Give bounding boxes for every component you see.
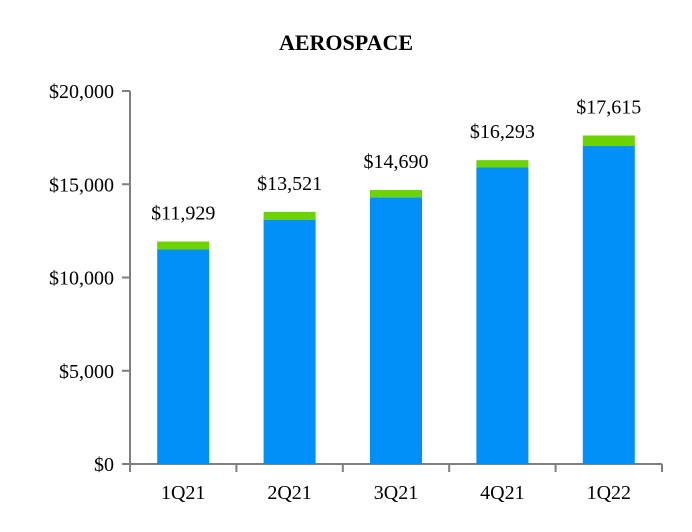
data-label: $11,929 (151, 203, 215, 225)
bar-segment-main (370, 197, 422, 464)
bar-segment-top (582, 135, 635, 147)
axes: $0 $5,000 $10,000 $15,000 $20,000 1Q21 2Q21 3Q2… (49, 81, 663, 504)
bar-segment-main (476, 167, 529, 464)
x-tick-label: 3Q21 (374, 482, 418, 504)
y-tick-label: $15,000 (49, 174, 114, 196)
bar-segment-main (263, 219, 316, 464)
data-label: $14,690 (364, 151, 429, 173)
x-tick-label: 2Q21 (267, 482, 311, 504)
data-label: $16,293 (470, 121, 535, 143)
bar-segment-top (370, 190, 422, 198)
bars (157, 135, 635, 464)
x-tick-label: 1Q21 (161, 482, 205, 504)
x-tick-label: 1Q22 (587, 482, 631, 504)
y-tick-label: $10,000 (49, 268, 114, 290)
bar-segment-main (582, 146, 635, 464)
data-label: $13,521 (257, 173, 322, 195)
data-labels: $11,929 $13,521 $14,690 $16,293 $17,615 (151, 96, 641, 224)
y-tick-label: $20,000 (49, 81, 114, 103)
bar-segment-top (157, 241, 210, 250)
bar-segment-top (263, 211, 316, 220)
bar-segment-top (476, 160, 529, 168)
y-tick-label: $0 (94, 454, 114, 476)
data-label: $17,615 (576, 96, 641, 118)
bar-segment-main (157, 249, 210, 464)
y-tick-label: $5,000 (59, 361, 114, 383)
chart-title: AEROSPACE (279, 30, 413, 55)
x-tick-label: 4Q21 (480, 482, 524, 504)
